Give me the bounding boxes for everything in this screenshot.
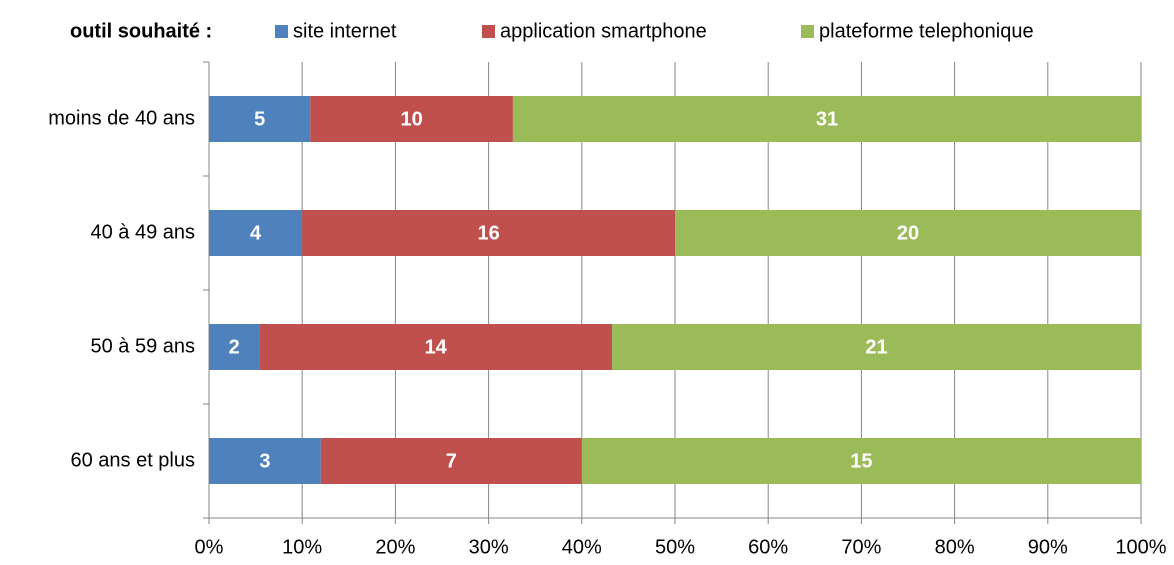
legend-swatch bbox=[801, 25, 814, 38]
data-label: 7 bbox=[446, 450, 457, 472]
x-tick-label: 40% bbox=[562, 536, 602, 558]
legend-swatch bbox=[482, 25, 495, 38]
bar bbox=[310, 96, 513, 142]
bar bbox=[512, 96, 1141, 142]
x-tick-label: 60% bbox=[748, 536, 788, 558]
legend-label: site internet bbox=[293, 20, 397, 42]
y-tick-label: moins de 40 ans bbox=[48, 107, 195, 129]
y-tick-label: 50 à 59 ans bbox=[90, 335, 195, 357]
bar bbox=[209, 210, 303, 256]
x-tick-label: 50% bbox=[655, 536, 695, 558]
legend-label: application smartphone bbox=[500, 20, 707, 42]
data-label: 2 bbox=[229, 336, 240, 358]
bar bbox=[612, 324, 1141, 370]
legend-label: plateforme telephonique bbox=[819, 20, 1034, 42]
data-label: 14 bbox=[425, 336, 448, 358]
x-tick-label: 30% bbox=[469, 536, 509, 558]
data-label: 31 bbox=[816, 108, 838, 130]
bar bbox=[581, 438, 1141, 484]
x-tick-label: 10% bbox=[282, 536, 322, 558]
x-tick-label: 90% bbox=[1028, 536, 1068, 558]
bar bbox=[209, 96, 311, 142]
data-label: 15 bbox=[850, 450, 872, 472]
x-tick-label: 100% bbox=[1115, 536, 1166, 558]
y-tick-label: 60 ans et plus bbox=[70, 449, 195, 471]
data-label: 21 bbox=[865, 336, 887, 358]
bar bbox=[259, 324, 613, 370]
data-label: 3 bbox=[259, 450, 270, 472]
bar bbox=[320, 438, 582, 484]
data-label: 10 bbox=[400, 108, 422, 130]
y-tick-label: 40 à 49 ans bbox=[90, 221, 195, 243]
bar bbox=[675, 210, 1141, 256]
data-label: 20 bbox=[897, 222, 919, 244]
data-label: 5 bbox=[254, 108, 265, 130]
bar bbox=[209, 324, 260, 370]
bar bbox=[302, 210, 675, 256]
legend-title: outil souhaité : bbox=[70, 20, 212, 42]
bar bbox=[209, 438, 321, 484]
legend-swatch bbox=[275, 25, 288, 38]
data-label: 16 bbox=[477, 222, 499, 244]
x-tick-label: 80% bbox=[935, 536, 975, 558]
x-tick-label: 0% bbox=[195, 536, 224, 558]
x-tick-label: 20% bbox=[375, 536, 415, 558]
x-tick-label: 70% bbox=[841, 536, 881, 558]
data-label: 4 bbox=[250, 222, 262, 244]
